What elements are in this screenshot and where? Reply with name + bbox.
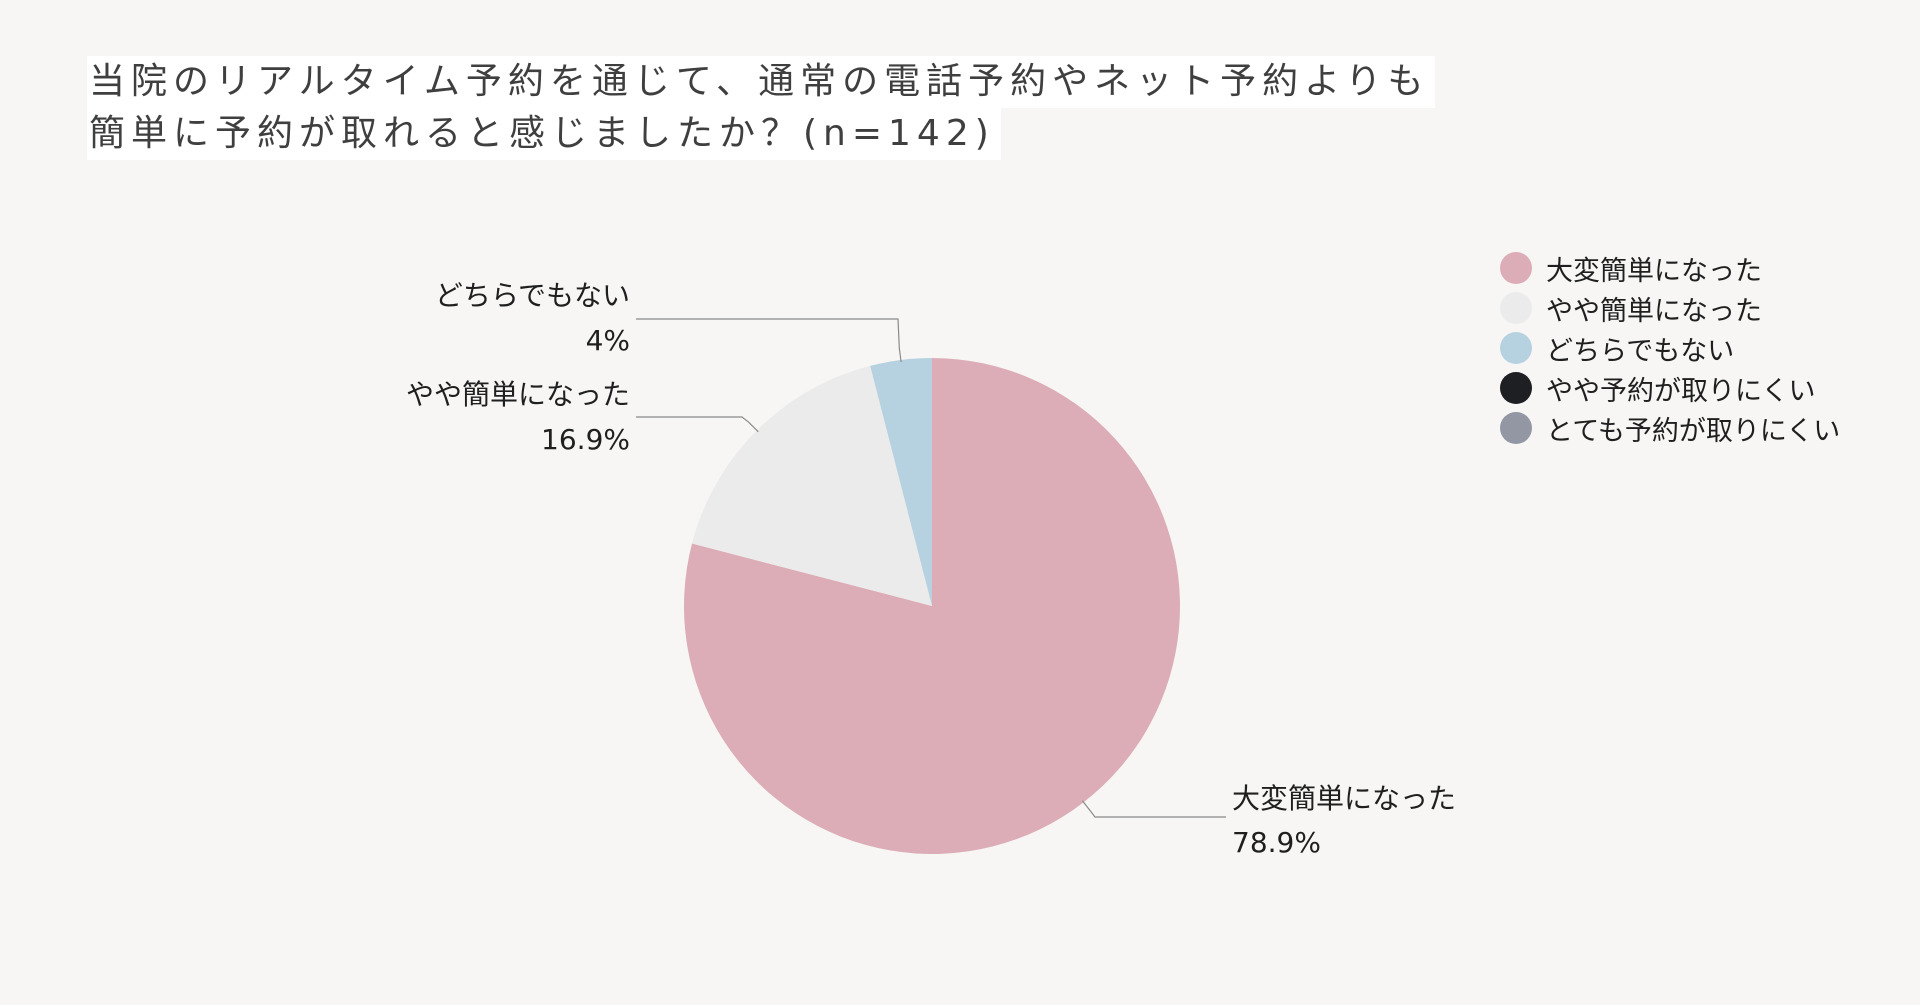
legend-label-2: どちらでもない — [1546, 335, 1735, 367]
legend: 大変簡単になった やや簡単になった どちらでもないやや予約が取りにくい とても予約が取… — [1500, 248, 1840, 448]
slice-label-2: どちらでもない — [435, 279, 630, 312]
slice-label-1: やや簡単になった — [406, 378, 630, 411]
legend-label-3: やや予約が取りにくい — [1546, 375, 1816, 407]
legend-swatch-4 — [1500, 412, 1532, 444]
legend-label-4: とても予約が取りにくい — [1546, 415, 1841, 447]
pie-slice-0 — [684, 358, 1181, 854]
leader-line-0 — [1081, 800, 1226, 818]
legend-swatch-0 — [1500, 252, 1532, 284]
legend-swatch-3 — [1500, 372, 1532, 404]
slice-value-0: 78.9% — [1232, 826, 1321, 859]
slice-label-0: 大変簡単になった — [1232, 782, 1456, 815]
legend-item-3: やや予約が取りにくい — [1500, 368, 1840, 408]
legend-swatch-1 — [1500, 292, 1532, 324]
legend-item-4: とても予約が取りにくい — [1500, 408, 1840, 448]
pie-slice-2 — [870, 358, 932, 606]
legend-label-1: やや簡単になった — [1546, 295, 1762, 327]
legend-swatch-2 — [1500, 332, 1532, 364]
slice-value-1: 16.9% — [541, 423, 630, 456]
leader-line-1 — [636, 416, 759, 433]
legend-item-1: やや簡単になった — [1500, 288, 1840, 328]
slice-value-2: 4% — [586, 324, 630, 357]
chart-title-line-2: 簡単に予約が取れると感じましたか？(n=142) — [87, 108, 1001, 160]
chart-title-line-1: 当院のリアルタイム予約を通じて、通常の電話予約やネット予約よりも — [87, 56, 1436, 108]
pie-slice-1 — [692, 365, 932, 606]
legend-item-2: どちらでもない — [1500, 328, 1840, 368]
legend-item-0: 大変簡単になった — [1500, 248, 1840, 288]
leader-line-2 — [636, 318, 902, 362]
legend-label-0: 大変簡単になった — [1546, 255, 1762, 287]
